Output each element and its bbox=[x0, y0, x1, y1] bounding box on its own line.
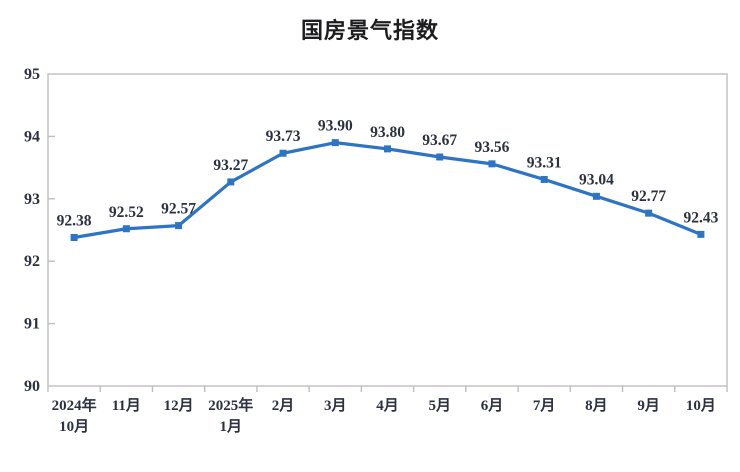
data-point-label: 93.73 bbox=[266, 128, 301, 145]
data-point-marker bbox=[331, 139, 339, 147]
x-tick-label: 10月 bbox=[686, 397, 716, 414]
data-point-marker bbox=[540, 175, 548, 183]
series-line bbox=[72, 141, 703, 240]
y-tick-label: 92 bbox=[24, 253, 40, 270]
data-point-marker bbox=[122, 225, 130, 233]
y-tick-label: 95 bbox=[24, 66, 40, 83]
x-tick-label: 10月 bbox=[59, 418, 89, 435]
x-tick-label: 9月 bbox=[637, 397, 660, 414]
data-point-label: 92.52 bbox=[109, 204, 144, 221]
data-point-label: 92.77 bbox=[631, 188, 666, 205]
x-tick-label: 12月 bbox=[164, 397, 194, 414]
data-point-marker bbox=[175, 222, 183, 230]
x-tick-label: 8月 bbox=[585, 397, 608, 414]
data-point-marker bbox=[488, 160, 496, 168]
data-point-marker bbox=[70, 233, 78, 241]
data-point-label: 93.31 bbox=[527, 154, 562, 171]
data-point-label: 93.80 bbox=[370, 124, 405, 141]
y-tick-label: 91 bbox=[24, 316, 40, 333]
x-tick-label: 3月 bbox=[324, 397, 347, 414]
x-tick-label: 6月 bbox=[481, 397, 504, 414]
data-point-label: 93.90 bbox=[318, 118, 353, 135]
y-tick-label: 94 bbox=[24, 128, 40, 145]
data-point-label: 93.04 bbox=[579, 171, 614, 188]
x-tick-label: 5月 bbox=[428, 397, 451, 414]
data-point-marker bbox=[436, 153, 444, 161]
data-point-marker bbox=[279, 149, 287, 157]
y-tick-label: 93 bbox=[24, 191, 40, 208]
x-tick-label: 2025年 bbox=[208, 396, 253, 414]
data-point-label: 93.67 bbox=[422, 132, 457, 149]
data-point-marker bbox=[697, 230, 705, 238]
data-point-label: 92.38 bbox=[57, 212, 92, 229]
plot-border bbox=[47, 73, 728, 387]
x-tick-label: 2月 bbox=[272, 397, 295, 414]
data-point-marker bbox=[592, 192, 600, 200]
data-point-label: 93.27 bbox=[213, 157, 248, 174]
data-point-label: 92.57 bbox=[161, 201, 196, 218]
data-point-marker bbox=[384, 145, 391, 153]
data-point-label: 92.43 bbox=[683, 209, 718, 226]
data-point-label: 93.56 bbox=[475, 139, 510, 156]
x-tick-label: 1月 bbox=[220, 418, 243, 435]
data-point-marker bbox=[645, 209, 653, 217]
x-tick-label: 4月 bbox=[376, 397, 399, 414]
x-tick-label: 2024年 bbox=[52, 396, 97, 414]
x-tick-label: 11月 bbox=[112, 397, 141, 414]
chart-title: 国房景气指数 bbox=[300, 18, 439, 43]
x-tick-label: 7月 bbox=[533, 397, 556, 414]
y-tick-label: 90 bbox=[24, 378, 40, 395]
data-point-marker bbox=[227, 178, 235, 186]
